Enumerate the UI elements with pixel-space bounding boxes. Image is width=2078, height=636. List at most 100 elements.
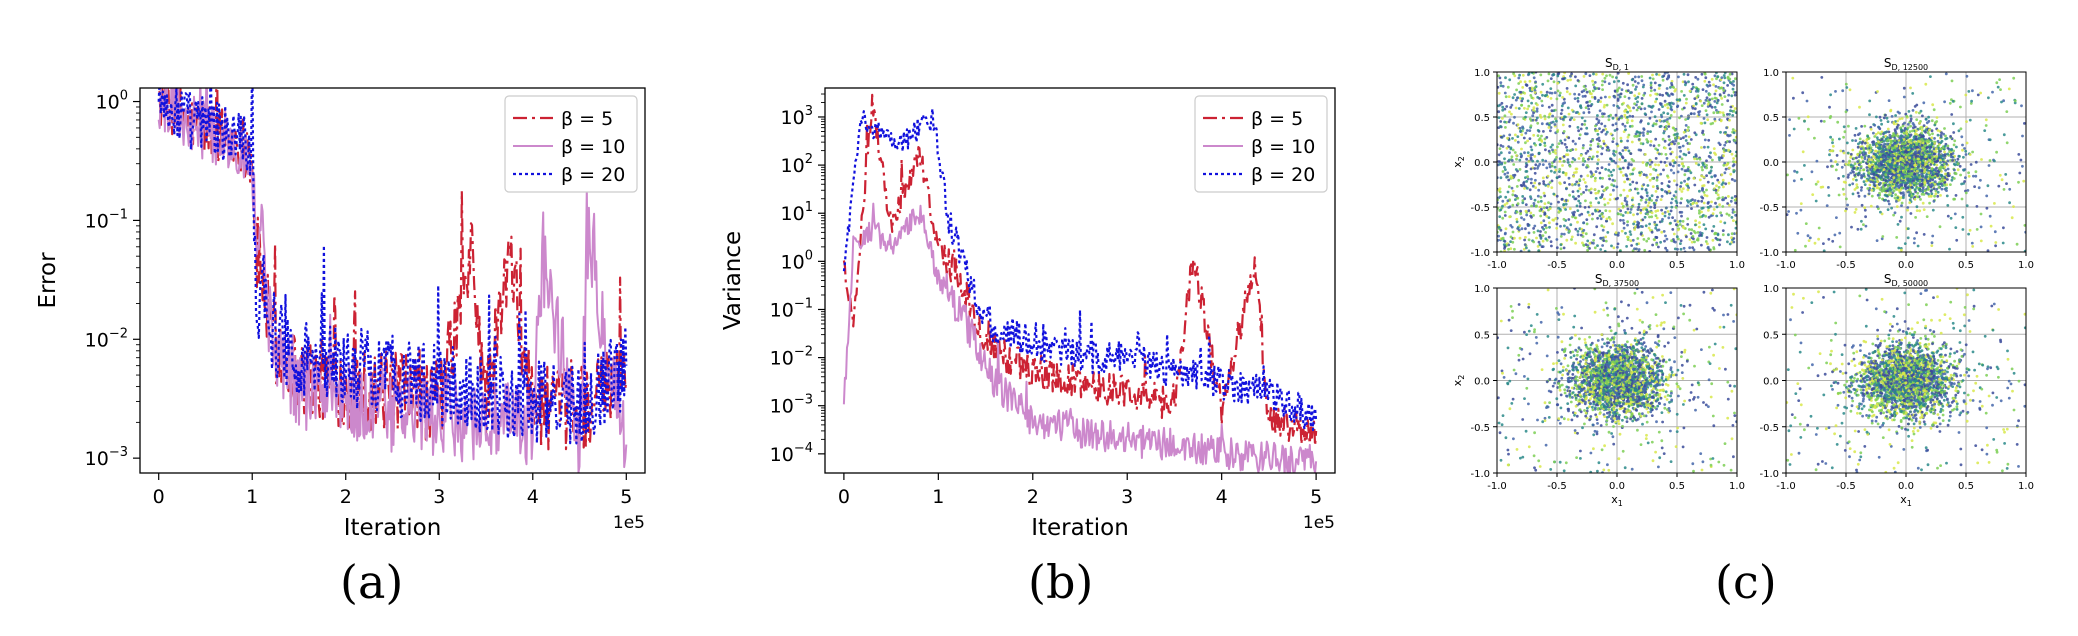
scatter-point [1875, 239, 1879, 243]
scatter-point [1719, 211, 1722, 215]
scatter-point [1895, 140, 1899, 144]
scatter-point [1859, 147, 1863, 151]
scatter-point [1898, 184, 1902, 187]
scatter-point [1871, 149, 1874, 152]
scatter-point [1626, 110, 1629, 114]
scatter-point [1503, 107, 1507, 111]
scatter-point [1509, 106, 1513, 109]
scatter-point [1600, 130, 1604, 134]
scatter-point [1593, 96, 1597, 99]
scatter-point [1613, 153, 1616, 157]
scatter-point [1626, 89, 1630, 92]
scatter-point [1576, 99, 1580, 103]
scatter-point [1622, 226, 1626, 230]
scatter-point [1636, 225, 1640, 229]
scatter-point [1603, 249, 1607, 252]
scatter-point [1734, 154, 1737, 158]
scatter-point [1561, 96, 1564, 99]
scatter-point [1665, 237, 1669, 241]
scatter-point [1658, 119, 1662, 122]
scatter-point [1991, 90, 1994, 94]
scatter-point [1919, 109, 1923, 113]
scatter-point [1497, 160, 1501, 163]
scatter-point [1587, 157, 1590, 161]
scatter-point [1734, 141, 1737, 145]
scatter-point [1914, 110, 1918, 114]
scatter-point [1903, 242, 1907, 246]
scatter-point [1548, 152, 1552, 155]
scatter-point [1860, 219, 1863, 223]
scatter-point [1868, 183, 1872, 187]
scatter-point [1724, 182, 1728, 186]
scatter-point [1548, 207, 1552, 211]
scatter-point [1703, 79, 1707, 83]
scatter-point [1507, 243, 1511, 247]
x-tick-label: 0 [838, 486, 850, 508]
legend-label: β = 10 [1251, 136, 1315, 158]
scatter-point [1507, 158, 1511, 162]
scatter-point [1615, 185, 1619, 189]
scatter-point [1563, 138, 1567, 142]
scatter-point [1910, 194, 1914, 198]
scatter-point [1524, 111, 1528, 114]
scatter-point [1730, 216, 1734, 219]
scatter-point [1712, 83, 1715, 87]
scatter-point [1615, 76, 1618, 79]
scatter-point [1869, 168, 1873, 172]
scatter-point [1906, 236, 1910, 240]
scatter-point [1503, 232, 1507, 236]
scatter-point [1520, 99, 1524, 103]
scatter-point [1637, 138, 1641, 141]
scatter-point [1497, 85, 1500, 89]
scatter-point [1549, 240, 1553, 244]
scatter-point [1648, 196, 1652, 200]
scatter-point [1510, 103, 1514, 107]
scatter-point [1897, 177, 1901, 181]
scatter-point [1688, 142, 1691, 146]
scatter-point [1836, 120, 1840, 124]
scatter-point [1532, 108, 1535, 112]
scatter-point [1562, 97, 1566, 101]
scatter-point [1628, 230, 1632, 234]
scatter-point [1621, 156, 1625, 160]
scatter-point [1898, 198, 1901, 202]
scatter-point [1685, 97, 1688, 101]
scatter-point [1556, 81, 1560, 85]
scatter-point [1674, 139, 1678, 143]
scatter-point [1504, 168, 1507, 172]
scatter-point [1853, 162, 1857, 166]
scatter-point [1653, 81, 1657, 85]
scatter-point [1513, 247, 1516, 251]
scatter-point [1912, 241, 1916, 245]
scatter-point [1792, 96, 1795, 100]
scatter-point [1528, 188, 1532, 192]
scatter-point [1530, 148, 1534, 152]
scatter-point [1999, 88, 2002, 91]
scatter-point [1538, 205, 1542, 209]
scatter-point [1917, 173, 1921, 177]
scatter-point [1952, 162, 1956, 166]
scatter-point [1604, 235, 1608, 239]
scatter-point [1831, 138, 1834, 142]
scatter-point [1715, 184, 1718, 188]
scatter-point [1875, 136, 1879, 140]
scatter-point [1623, 159, 1627, 163]
scatter-point [1984, 118, 1988, 122]
scatter-point [1538, 113, 1542, 117]
scatter-point [1609, 193, 1612, 197]
scatter-point [1558, 157, 1562, 161]
scatter-point [1584, 72, 1588, 76]
scatter-point [1673, 142, 1676, 146]
scatter-point [1601, 193, 1604, 197]
scatter-point [1677, 146, 1681, 149]
scatter-point [1555, 194, 1559, 198]
scatter-point [1641, 207, 1645, 211]
scatter-point [1581, 241, 1584, 245]
scatter-point [1506, 199, 1510, 203]
scatter-point [1702, 190, 1706, 194]
scatter-point [1544, 183, 1548, 187]
scatter-point [1921, 190, 1925, 194]
scatter-point [1636, 237, 1640, 240]
scatter-point [1602, 239, 1606, 243]
scatter-point [1662, 230, 1666, 233]
